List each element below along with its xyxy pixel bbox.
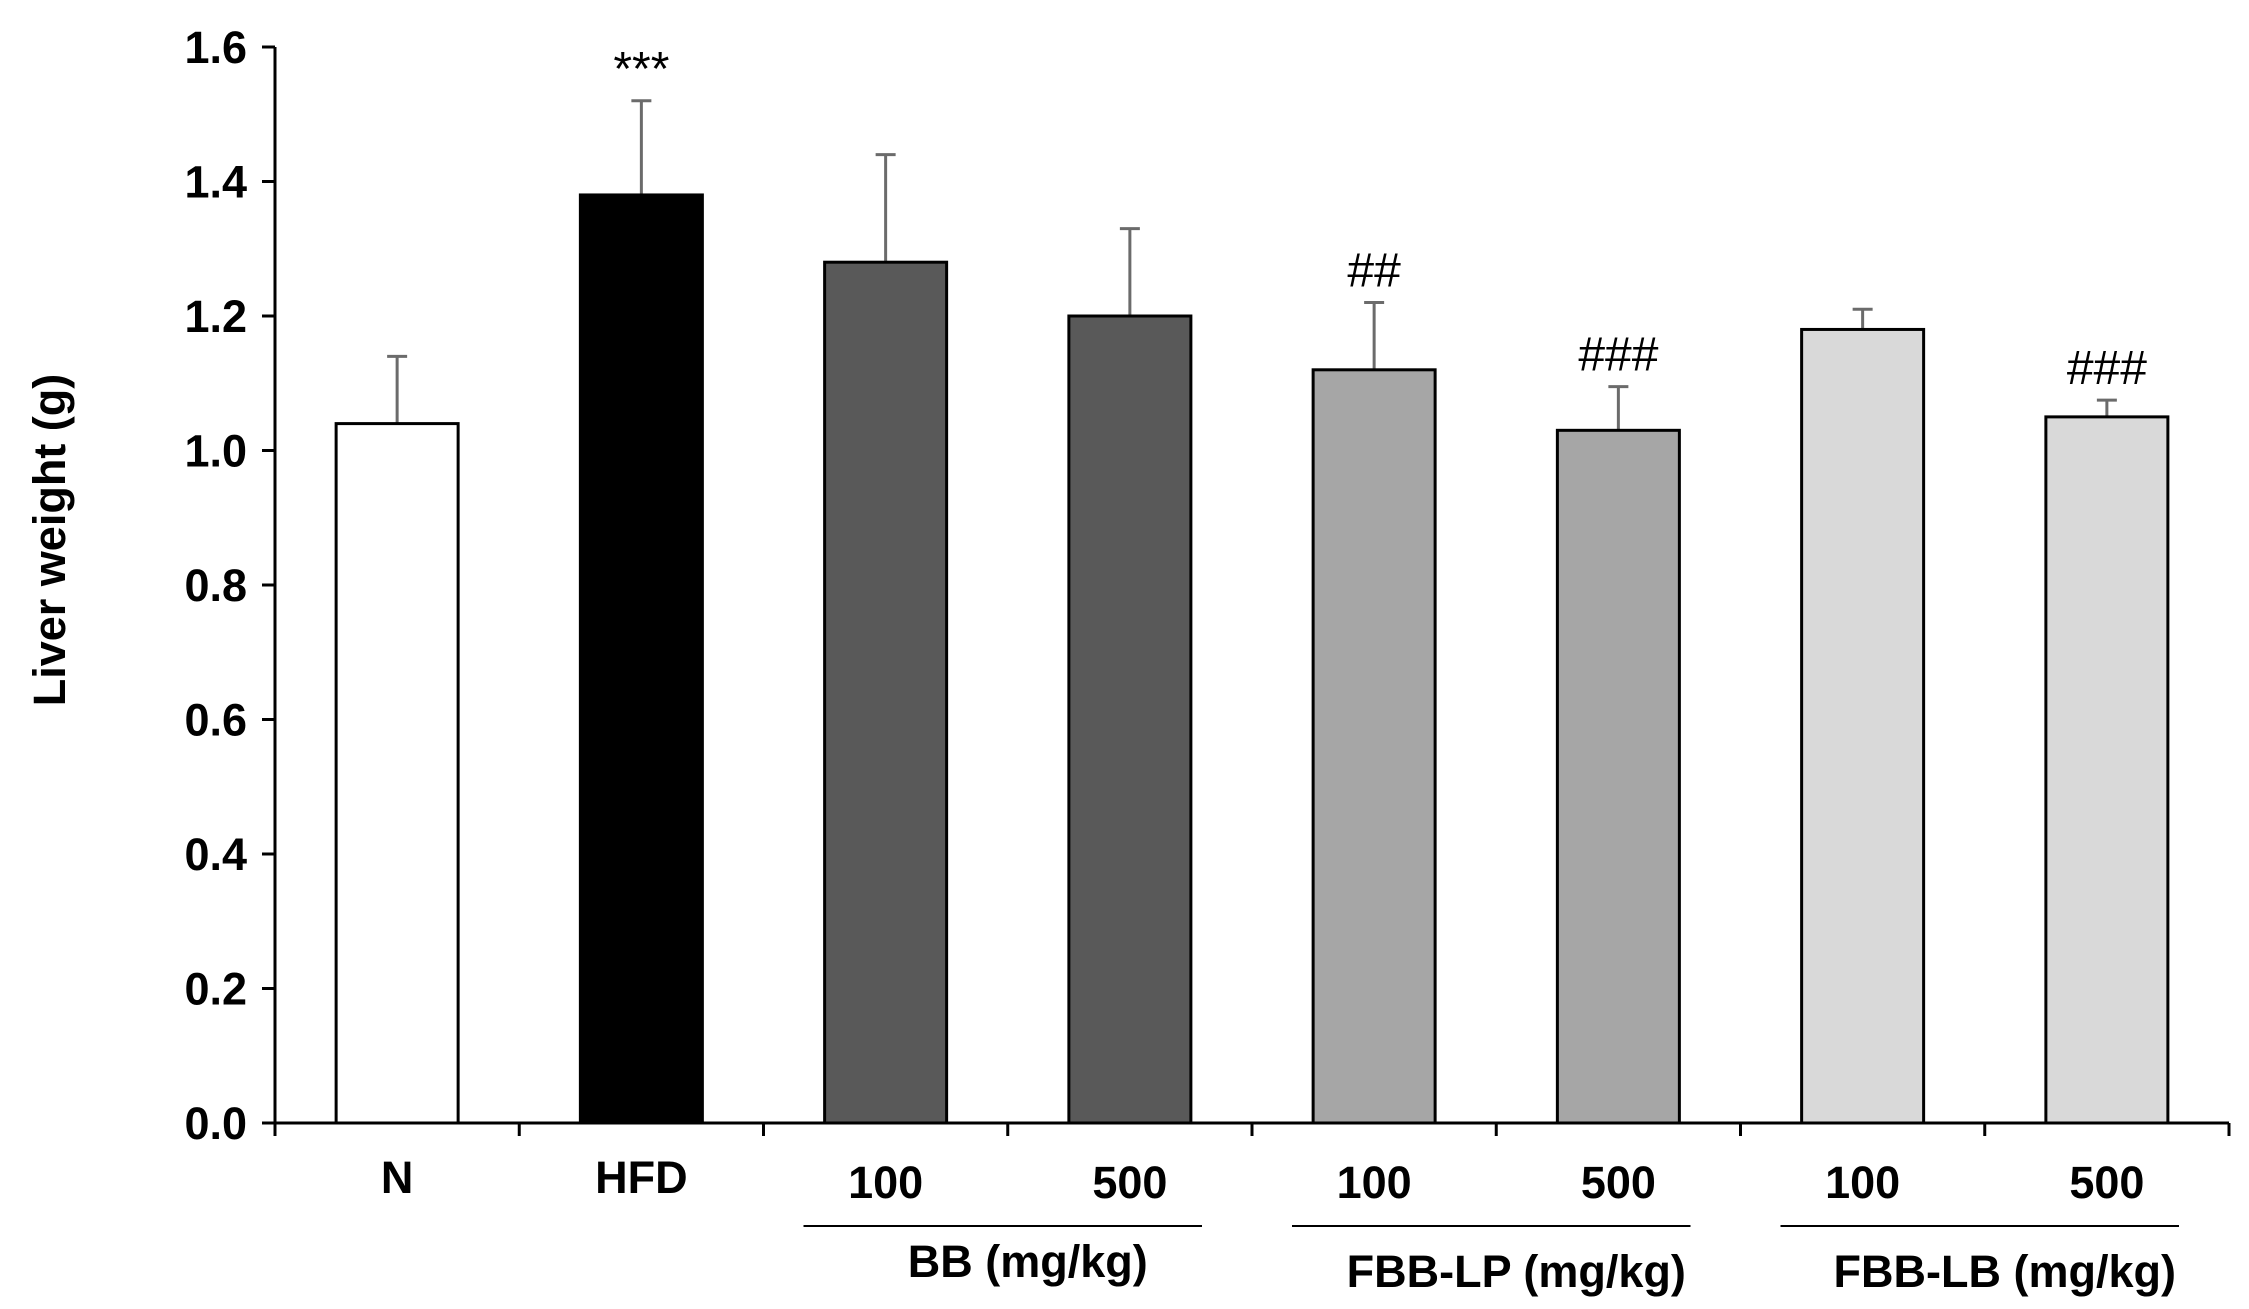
significance-mark: *** bbox=[613, 43, 669, 96]
y-tick-label: 0.4 bbox=[184, 829, 247, 880]
x-category-label: 100 bbox=[848, 1157, 923, 1208]
group-label: BB (mg/kg) bbox=[908, 1236, 1148, 1287]
significance-mark: ## bbox=[1347, 245, 1401, 298]
group-brackets: BB (mg/kg) FBB-LP (mg/kg) FBB-LB (mg/kg) bbox=[803, 1225, 2179, 1297]
y-tick-label: 0.2 bbox=[184, 964, 247, 1015]
x-category-label: HFD bbox=[595, 1152, 687, 1203]
group-label: FBB-LP (mg/kg) bbox=[1347, 1246, 1686, 1297]
bar-5 bbox=[1555, 428, 1681, 1125]
y-tick-label: 1.0 bbox=[184, 426, 247, 477]
y-tick-label: 1.2 bbox=[184, 291, 247, 342]
x-category-label: 500 bbox=[1092, 1157, 1167, 1208]
significance-mark: ### bbox=[1578, 329, 1658, 382]
bar-3 bbox=[1067, 314, 1193, 1125]
bar-0 bbox=[334, 422, 460, 1125]
y-axis-ticks: 0.0 0.2 0.4 0.6 0.8 1.0 1.2 1.4 1.6 bbox=[184, 22, 277, 1149]
x-category-label: 100 bbox=[1825, 1157, 1900, 1208]
x-axis: N HFD 100 500 100 500 100 500 bbox=[273, 1121, 2231, 1208]
y-axis-label: Liver weight (g) bbox=[24, 374, 75, 707]
bar-2 bbox=[823, 260, 949, 1125]
x-category-label: N bbox=[381, 1152, 414, 1203]
bar-7 bbox=[2044, 415, 2170, 1125]
y-tick-label: 0.8 bbox=[184, 560, 247, 611]
bar-4 bbox=[1311, 368, 1437, 1125]
bar-6 bbox=[1800, 327, 1926, 1125]
y-tick-label: 0.0 bbox=[184, 1098, 247, 1149]
x-category-label: 100 bbox=[1337, 1157, 1412, 1208]
x-category-label: 500 bbox=[2069, 1157, 2144, 1208]
group-label: FBB-LB (mg/kg) bbox=[1834, 1246, 2176, 1297]
significance-mark: ### bbox=[2067, 342, 2147, 395]
x-category-label: 500 bbox=[1581, 1157, 1656, 1208]
y-tick-label: 1.4 bbox=[184, 157, 247, 208]
bars: ***##### ### bbox=[334, 43, 2170, 1125]
bar-1 bbox=[578, 193, 704, 1125]
y-tick-label: 0.6 bbox=[184, 695, 247, 746]
y-tick-label: 1.6 bbox=[184, 22, 247, 73]
